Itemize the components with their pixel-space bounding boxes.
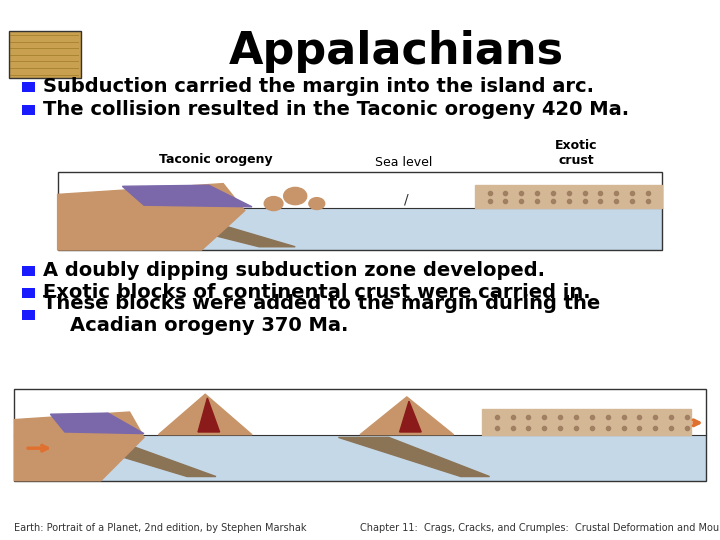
- FancyBboxPatch shape: [14, 435, 706, 481]
- FancyBboxPatch shape: [9, 31, 81, 78]
- Text: Earth: Portrait of a Planet, 2nd edition, by Stephen Marshak: Earth: Portrait of a Planet, 2nd edition…: [14, 523, 307, 533]
- FancyBboxPatch shape: [58, 172, 662, 208]
- FancyBboxPatch shape: [14, 389, 706, 435]
- Bar: [22, 82, 35, 92]
- Bar: [22, 310, 35, 320]
- Bar: [22, 266, 35, 276]
- Text: Appalachians: Appalachians: [228, 30, 564, 73]
- Polygon shape: [338, 437, 490, 476]
- Bar: [22, 288, 35, 298]
- Text: Exotic
crust: Exotic crust: [554, 139, 598, 167]
- Polygon shape: [50, 413, 144, 434]
- Polygon shape: [360, 397, 454, 435]
- Polygon shape: [475, 185, 662, 208]
- Polygon shape: [122, 185, 252, 207]
- Text: /: /: [405, 193, 409, 207]
- Polygon shape: [115, 211, 295, 247]
- Text: A doubly dipping subduction zone developed.: A doubly dipping subduction zone develop…: [43, 261, 545, 280]
- Bar: [22, 105, 35, 115]
- Text: Taconic orogeny: Taconic orogeny: [159, 153, 273, 166]
- Polygon shape: [400, 401, 421, 432]
- Text: Chapter 11:  Crags, Cracks, and Crumples:  Crustal Deformation and Mountain Buil: Chapter 11: Crags, Cracks, and Crumples:…: [360, 523, 720, 533]
- Polygon shape: [482, 409, 691, 435]
- Text: Exotic blocks of continental crust were carried in.: Exotic blocks of continental crust were …: [43, 283, 591, 302]
- Text: These blocks were added to the margin during the
    Acadian orogeny 370 Ma.: These blocks were added to the margin du…: [43, 294, 600, 335]
- Polygon shape: [14, 412, 144, 481]
- Circle shape: [264, 197, 283, 211]
- Circle shape: [309, 198, 325, 210]
- Text: Subduction carried the margin into the island arc.: Subduction carried the margin into the i…: [43, 77, 594, 97]
- Circle shape: [284, 187, 307, 205]
- Polygon shape: [58, 437, 216, 476]
- Text: Sea level: Sea level: [374, 156, 432, 169]
- FancyBboxPatch shape: [58, 208, 662, 250]
- Polygon shape: [58, 184, 245, 250]
- Polygon shape: [198, 398, 220, 432]
- Polygon shape: [158, 394, 252, 435]
- Text: The collision resulted in the Taconic orogeny 420 Ma.: The collision resulted in the Taconic or…: [43, 100, 629, 119]
